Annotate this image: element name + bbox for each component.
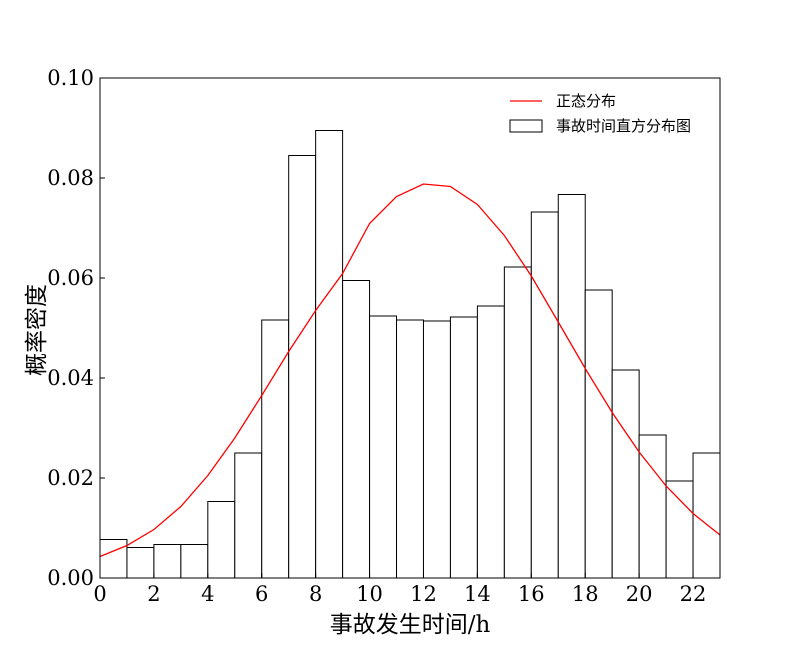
histogram-bar <box>126 547 155 579</box>
y-tick-label: 0.04 <box>47 366 94 390</box>
y-tick-label: 0.06 <box>47 266 94 290</box>
histogram-bar <box>369 315 398 579</box>
legend-label-histogram: 事故时间直方分布图 <box>556 117 691 135</box>
y-tick-label: 0.00 <box>47 566 94 590</box>
histogram-bar <box>234 452 263 579</box>
normal-distribution-curve <box>99 183 721 558</box>
legend: 正态分布 事故时间直方分布图 <box>509 92 691 135</box>
histogram-bar <box>557 194 586 579</box>
histogram-bar <box>153 544 182 579</box>
plot-frame <box>99 77 721 579</box>
y-axis-label: 概率密度 <box>24 284 50 376</box>
x-tick-label: 8 <box>309 582 322 606</box>
x-tick-label: 16 <box>518 582 545 606</box>
x-tick-label: 2 <box>147 582 160 606</box>
x-tick-label: 4 <box>201 582 214 606</box>
histogram-bar <box>288 155 317 579</box>
histogram-bar <box>530 211 559 579</box>
histogram-bars <box>99 130 721 579</box>
normal-curve-layer <box>99 183 721 558</box>
y-tick-label: 0.10 <box>47 66 94 90</box>
x-axis-label: 事故发生时间/h <box>330 612 491 638</box>
x-tick-label: 22 <box>680 582 707 606</box>
x-tick-label: 14 <box>464 582 491 606</box>
x-tick-label: 12 <box>410 582 437 606</box>
histogram-bar <box>692 452 721 579</box>
x-tick-label: 6 <box>255 582 268 606</box>
histogram-bar <box>180 544 209 579</box>
histogram-bar <box>315 130 344 579</box>
legend-label-normal: 正态分布 <box>556 92 616 110</box>
histogram-bar <box>584 289 613 579</box>
histogram-bar <box>476 305 505 579</box>
histogram-bar <box>665 480 694 579</box>
histogram-bar <box>396 319 424 579</box>
y-tick-label: 0.02 <box>47 466 94 490</box>
histogram-bar <box>611 369 640 579</box>
histogram-bar <box>261 319 290 579</box>
x-tick-label: 10 <box>356 582 383 606</box>
histogram-bar <box>342 280 371 579</box>
y-tick-label: 0.08 <box>47 166 94 190</box>
histogram-bar <box>207 501 236 579</box>
histogram-bar <box>99 539 128 579</box>
x-tick-label: 18 <box>572 582 599 606</box>
axis-ticks: 0 2 4 6 8 10 12 14 16 18 20 22 0.00 0.02 0.04 0.06 0.08 0… <box>47 66 706 606</box>
x-tick-label: 0 <box>93 582 106 606</box>
x-tick-label: 20 <box>626 582 653 606</box>
legend-box-swatch <box>509 119 543 133</box>
histogram-bar <box>422 320 451 579</box>
histogram-bar <box>503 266 532 579</box>
histogram-bar <box>638 434 667 579</box>
histogram-bar <box>449 316 478 579</box>
